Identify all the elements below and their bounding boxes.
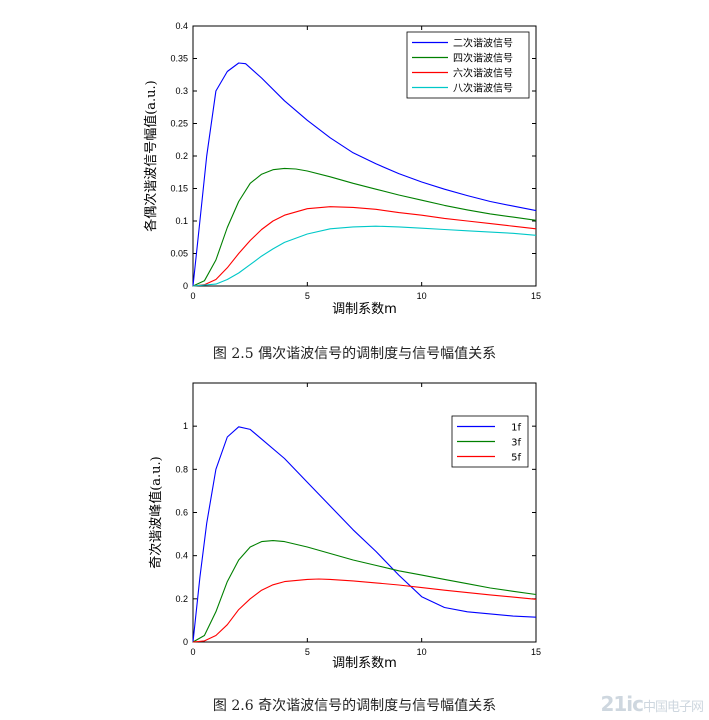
y-tick-label: 0.25 [170, 119, 188, 129]
chart-odd-harmonics: 0 5 10 15 0 0.2 0.4 0.6 0.8 1 调制系数m 奇次谐波峰值(a.u.) 1f 3… [148, 382, 541, 671]
x-tick-label: 0 [190, 647, 195, 657]
y-tick-label: 0.4 [175, 551, 188, 561]
x-axis-label: 调制系数m [332, 302, 397, 317]
series-line [192, 206, 537, 287]
y-tick-label: 0.8 [175, 464, 188, 474]
legend-label: 5f [511, 453, 521, 464]
y-tick-label: 0.35 [170, 54, 188, 64]
caption-fig-2-6: 图 2.6 奇次谐波信号的调制度与信号幅值关系 [212, 698, 497, 714]
series-line [192, 225, 537, 287]
caption-fig-2-5: 图 2.5 偶次谐波信号的调制度与信号幅值关系 [212, 346, 497, 362]
legend: 1f 3f 5f [451, 415, 529, 468]
x-tick-label: 5 [305, 291, 310, 301]
series-line [192, 578, 537, 643]
watermark-main: 21ic [600, 692, 644, 716]
x-axis-label: 调制系数m [332, 656, 397, 671]
y-axis-label: 各偶次谐波信号幅值(a.u.) [143, 80, 159, 232]
y-tick-label: 0.4 [175, 21, 188, 31]
series-group [192, 426, 537, 643]
x-tick-label: 15 [531, 291, 541, 301]
chart-even-harmonics: 0 5 10 15 0 0.05 0.1 0.15 0.2 0.25 0.3 0.35 0.4 调制系数m… [143, 21, 541, 317]
y-tick-label: 0.1 [175, 216, 188, 226]
legend-label: 3f [511, 438, 521, 449]
series-group [192, 62, 537, 287]
y-tick-label: 0.2 [175, 151, 188, 161]
x-tick-label: 0 [190, 291, 195, 301]
legend-label: 八次谐波信号 [453, 82, 513, 95]
x-tick-label: 5 [305, 647, 310, 657]
y-tick-label: 0.05 [170, 249, 188, 259]
y-tick-label: 0.6 [175, 508, 188, 518]
legend-label: 四次谐波信号 [453, 52, 513, 65]
y-tick-label: 0.2 [175, 594, 188, 604]
y-tick-label: 1 [183, 421, 188, 431]
x-tick-label: 10 [417, 291, 427, 301]
figure-2-5: 0 5 10 15 0 0.05 0.1 0.15 0.2 0.25 0.3 0.35 0.4 调制系数m… [143, 21, 541, 317]
series-line [192, 426, 537, 643]
watermark-sub: 中国电子网 [642, 700, 704, 715]
series-line [192, 167, 537, 287]
legend-label: 1f [511, 423, 521, 434]
watermark-logo: 21ic中国电子网 [600, 692, 704, 716]
figure-2-6: 0 5 10 15 0 0.2 0.4 0.6 0.8 1 调制系数m 奇次谐波峰值(a.u.) 1f 3… [0, 380, 709, 720]
legend-label: 六次谐波信号 [453, 67, 513, 80]
y-tick-label: 0.3 [175, 86, 188, 96]
y-tick-label: 0.15 [170, 184, 188, 194]
x-tick-label: 10 [417, 647, 427, 657]
legend-label: 二次谐波信号 [453, 37, 513, 50]
y-tick-label: 0 [183, 281, 188, 291]
series-line [192, 540, 537, 643]
x-tick-label: 15 [531, 647, 541, 657]
y-tick-label: 0 [183, 637, 188, 647]
y-axis-label: 奇次谐波峰值(a.u.) [148, 456, 164, 569]
series-line [192, 62, 537, 287]
